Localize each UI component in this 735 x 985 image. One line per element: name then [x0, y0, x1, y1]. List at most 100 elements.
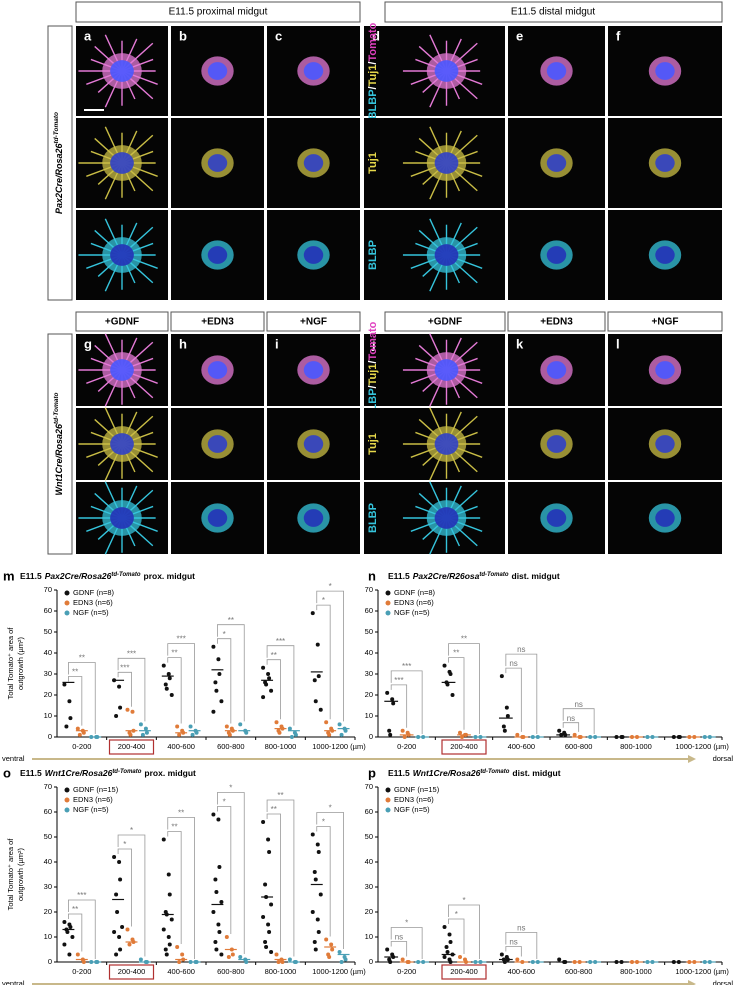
explant-core	[434, 60, 459, 82]
data-point	[138, 722, 143, 727]
sig-label: ns	[395, 933, 403, 942]
data-point	[213, 940, 218, 944]
y-tick-label: 60	[44, 807, 52, 816]
data-point	[67, 952, 72, 957]
data-point	[120, 925, 125, 929]
sig-bracket	[68, 899, 96, 959]
data-point	[138, 957, 143, 962]
y-tick-label: 70	[365, 585, 373, 594]
data-point	[266, 922, 271, 927]
sig-label: ns	[517, 645, 525, 654]
x-tick-label: 0-200	[397, 967, 416, 976]
explant-core	[207, 246, 228, 264]
sig-bracket	[217, 806, 232, 934]
sig-label: **	[277, 791, 283, 800]
legend-label: NGF (n=5)	[73, 608, 109, 617]
data-point	[330, 947, 335, 952]
data-point	[112, 855, 117, 859]
sig-label: **	[453, 649, 459, 658]
data-point	[244, 960, 249, 964]
data-point	[316, 850, 321, 854]
data-point	[213, 680, 218, 685]
condition-label: +GDNF	[105, 317, 139, 328]
explant-core	[110, 507, 134, 529]
data-point	[327, 732, 332, 737]
sig-bracket	[266, 813, 281, 952]
sig-bracket	[68, 662, 96, 734]
sig-bracket	[167, 643, 195, 724]
explant-core	[303, 154, 324, 172]
data-point	[175, 724, 180, 729]
y-axis-label: outgrowth (µm²)	[16, 847, 25, 901]
data-point	[445, 950, 450, 954]
data-point	[214, 688, 219, 693]
x-tick-label: 600-800	[217, 742, 245, 751]
data-point	[167, 676, 172, 681]
data-point	[216, 922, 221, 927]
data-point	[337, 722, 342, 727]
y-tick-label: 0	[48, 957, 52, 966]
data-point	[315, 642, 320, 647]
highlight-box	[441, 739, 487, 755]
y-tick-label: 10	[365, 932, 373, 941]
channel-part: BLBP	[367, 240, 379, 270]
data-point	[177, 732, 182, 737]
sig-label: ns	[517, 924, 525, 933]
arrow-head	[688, 980, 696, 985]
data-point	[238, 722, 243, 727]
x-tick-label: 600-800	[565, 967, 593, 976]
data-point	[448, 940, 453, 944]
data-point	[216, 657, 221, 662]
title-suffix: prox. midgut	[144, 571, 196, 581]
sig-bracket	[562, 708, 595, 734]
sig-label: **	[171, 823, 177, 832]
data-point	[557, 728, 562, 733]
direction-label: ventral	[2, 754, 25, 763]
sig-bracket	[167, 657, 182, 724]
condition-label: +NGF	[652, 317, 679, 328]
data-point	[68, 716, 73, 721]
title-suffix: dist. midgut	[512, 768, 560, 778]
x-tick-label: 600-800	[565, 742, 593, 751]
data-point	[261, 915, 266, 919]
data-point	[277, 730, 282, 735]
explant-core	[207, 509, 228, 527]
highlight-box	[441, 964, 487, 980]
sig-label: ***	[127, 649, 136, 658]
data-point	[274, 952, 279, 957]
channel-part: Tuj1	[367, 152, 379, 174]
y-tick-label: 70	[44, 782, 52, 791]
panel-letter: o	[3, 765, 11, 780]
x-tick-label: 0-200	[72, 967, 91, 976]
data-point	[310, 910, 315, 914]
data-point	[130, 709, 135, 714]
explant-core	[207, 154, 228, 172]
data-point	[501, 724, 506, 729]
sig-bracket	[316, 826, 331, 937]
legend-label: EDN3 (n=6)	[394, 598, 434, 607]
legend-marker	[385, 600, 391, 606]
data-point	[287, 726, 292, 731]
data-point	[238, 955, 243, 959]
channel-part: Tuj1	[367, 433, 379, 455]
sig-label: *	[462, 896, 465, 905]
data-point	[318, 707, 323, 712]
data-point	[75, 952, 80, 957]
data-point	[217, 930, 222, 934]
data-point	[337, 950, 342, 954]
data-point	[114, 892, 119, 897]
sig-bracket	[266, 659, 281, 720]
data-point	[400, 957, 405, 962]
explant-core	[655, 246, 675, 264]
data-point	[315, 842, 320, 847]
x-tick-label: 800-1000	[620, 967, 652, 976]
data-point	[117, 860, 122, 864]
data-point	[388, 960, 393, 964]
data-point	[505, 714, 510, 718]
sig-bracket	[505, 932, 538, 959]
data-point	[230, 952, 235, 957]
data-point	[313, 947, 318, 952]
channel-part: /	[367, 361, 379, 364]
explant-core	[303, 509, 324, 527]
highlight-box	[108, 739, 155, 755]
